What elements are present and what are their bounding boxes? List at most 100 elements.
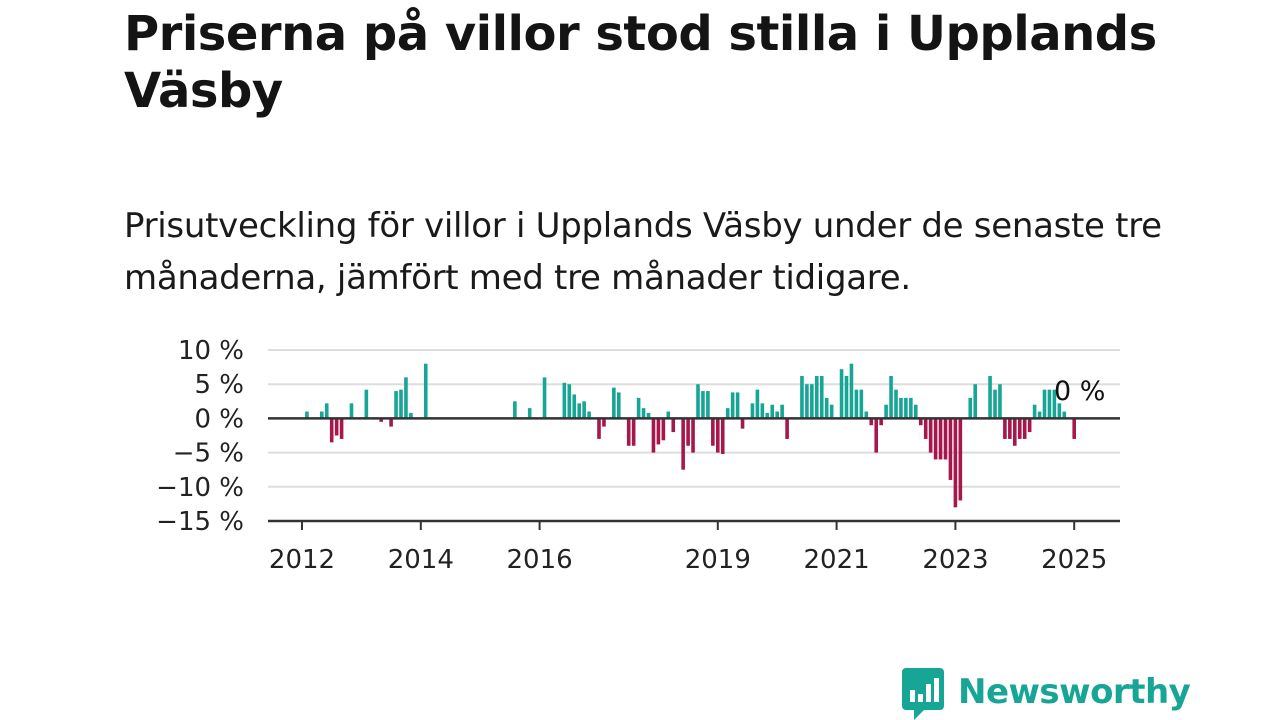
bar bbox=[775, 411, 779, 419]
bar bbox=[859, 389, 864, 419]
bar bbox=[671, 418, 676, 433]
bar bbox=[716, 418, 720, 453]
labels: 10 % 5 % 0 % −5 % −10 % −15 % 2012 2014 2016 2019… bbox=[156, 336, 1107, 575]
bar bbox=[810, 384, 814, 419]
bar bbox=[562, 382, 567, 419]
bar bbox=[617, 392, 621, 419]
bar bbox=[379, 418, 383, 422]
x-tick-label: 2021 bbox=[804, 545, 870, 575]
bar bbox=[988, 375, 992, 419]
bar bbox=[740, 418, 745, 429]
bar bbox=[567, 384, 572, 419]
bar bbox=[339, 418, 344, 439]
bar bbox=[800, 375, 804, 419]
bar bbox=[577, 403, 581, 419]
bar bbox=[780, 404, 784, 419]
bar bbox=[948, 418, 953, 480]
bar bbox=[904, 397, 908, 419]
last-value-label: 0 % bbox=[1054, 376, 1105, 407]
bar bbox=[973, 384, 977, 419]
bar bbox=[750, 403, 755, 419]
bar bbox=[349, 403, 354, 419]
bar bbox=[513, 401, 517, 419]
bar bbox=[1052, 389, 1057, 419]
y-tick-label: −15 % bbox=[156, 507, 244, 537]
bar bbox=[423, 363, 428, 419]
bar bbox=[651, 418, 656, 453]
bar bbox=[1047, 389, 1052, 419]
bar bbox=[1008, 418, 1012, 439]
bar bbox=[864, 411, 869, 419]
bar bbox=[686, 418, 690, 446]
bar bbox=[1062, 411, 1067, 419]
bar bbox=[933, 418, 938, 460]
bar bbox=[874, 418, 878, 453]
bar bbox=[399, 389, 403, 419]
bar bbox=[394, 391, 398, 419]
bar bbox=[334, 418, 339, 436]
bar bbox=[646, 412, 651, 419]
x-tick-label: 2025 bbox=[1041, 545, 1107, 575]
bar bbox=[725, 408, 730, 419]
bar bbox=[696, 384, 700, 419]
bar bbox=[1072, 418, 1076, 439]
bar bbox=[884, 404, 888, 419]
chart-title: Priserna på villor stod stilla i Uppland… bbox=[124, 6, 1157, 119]
bar bbox=[909, 397, 913, 419]
bar bbox=[805, 384, 809, 419]
bar bbox=[1013, 418, 1017, 446]
newsworthy-logo-text: Newsworthy bbox=[958, 672, 1191, 712]
bar bbox=[760, 403, 765, 419]
bar-chart: 10 % 5 % 0 % −5 % −10 % −15 % 2012 2014 2016 2019… bbox=[156, 336, 1120, 575]
bar bbox=[636, 397, 641, 419]
bar bbox=[918, 418, 923, 426]
bar bbox=[943, 418, 948, 460]
bar bbox=[324, 403, 329, 419]
bar bbox=[854, 389, 859, 419]
bar bbox=[879, 418, 883, 426]
bar bbox=[542, 377, 547, 419]
axes bbox=[268, 417, 1120, 530]
y-tick-label: 5 % bbox=[194, 370, 244, 400]
bar bbox=[824, 397, 829, 419]
bar bbox=[711, 418, 715, 446]
bar bbox=[329, 418, 334, 443]
x-tick-label: 2023 bbox=[922, 545, 988, 575]
bar bbox=[612, 387, 616, 419]
bars bbox=[305, 363, 1076, 508]
bar bbox=[720, 418, 725, 454]
chart-subtitle: Prisutveckling för villor i Upplands Väs… bbox=[124, 206, 1162, 298]
bar bbox=[785, 418, 789, 439]
bar bbox=[587, 411, 591, 419]
bar bbox=[661, 418, 666, 441]
y-tick-label: −10 % bbox=[156, 473, 244, 503]
bar bbox=[765, 412, 770, 419]
bar bbox=[1032, 404, 1037, 419]
bar bbox=[1042, 389, 1047, 419]
bar bbox=[641, 408, 646, 419]
y-tick-label: 0 % bbox=[194, 404, 244, 434]
bar bbox=[829, 404, 834, 419]
x-tick-label: 2019 bbox=[685, 545, 751, 575]
y-tick-label: −5 % bbox=[173, 439, 244, 469]
bar bbox=[404, 377, 408, 419]
newsworthy-logo-icon bbox=[902, 668, 944, 720]
bar bbox=[1003, 418, 1007, 439]
bar bbox=[998, 384, 1002, 419]
bar bbox=[582, 401, 586, 419]
bar bbox=[914, 404, 918, 419]
bar bbox=[1027, 418, 1032, 433]
bar bbox=[889, 375, 893, 419]
bar bbox=[527, 408, 532, 419]
bar bbox=[1057, 403, 1062, 419]
bar bbox=[389, 418, 393, 427]
bar bbox=[701, 391, 705, 419]
bar bbox=[968, 397, 973, 419]
bar bbox=[706, 391, 710, 419]
bar bbox=[755, 389, 760, 419]
bar bbox=[597, 418, 601, 439]
y-tick-label: 10 % bbox=[178, 336, 244, 366]
bar bbox=[656, 418, 661, 445]
bar bbox=[770, 404, 775, 419]
bar bbox=[691, 418, 695, 453]
